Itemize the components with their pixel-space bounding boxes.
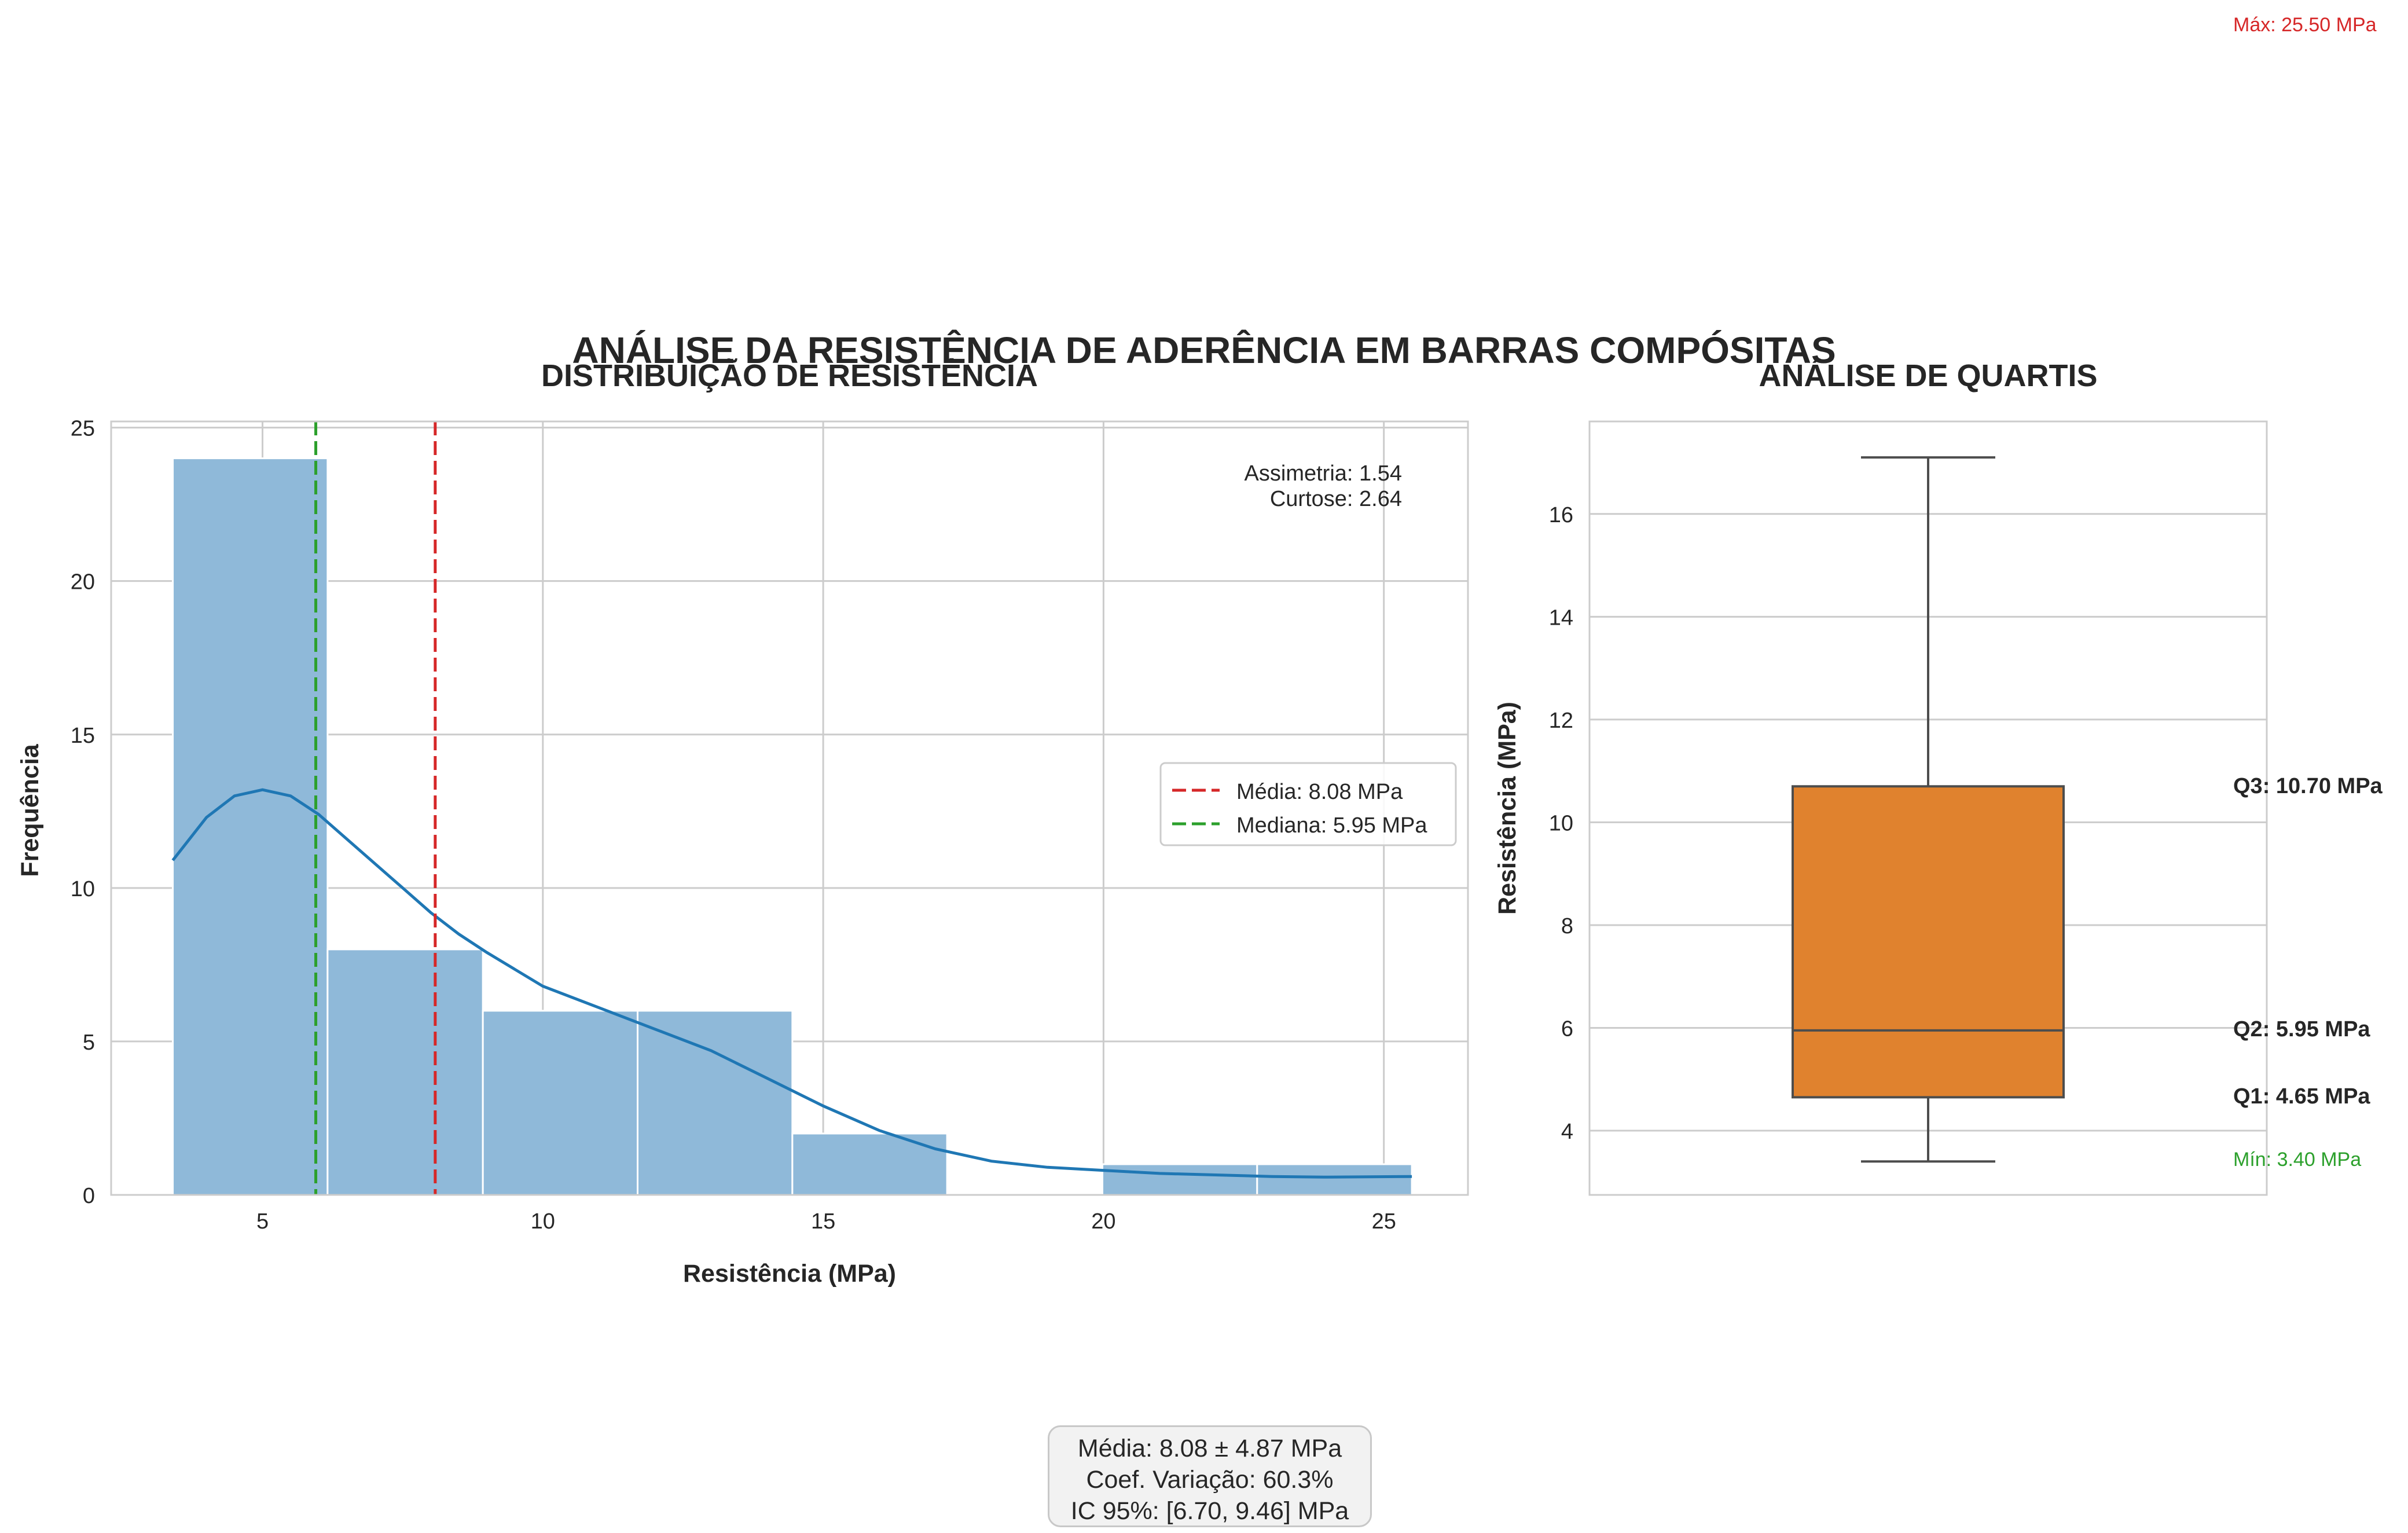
y-tick-label: 6 [1561, 1017, 1573, 1041]
x-tick-label: 20 [1091, 1209, 1115, 1234]
histogram-y-ticks: 0 5 10 15 20 25 [71, 417, 95, 1208]
mean-std-text: Média: 8.08 ± 4.87 MPa [1077, 1435, 1342, 1462]
q3-annotation: Q3: 10.70 MPa [2233, 774, 2383, 798]
histogram-bar [172, 457, 329, 1196]
boxplot-y-ticks: 4 6 8 10 12 14 16 [1549, 503, 1573, 1144]
histogram-bar [482, 1010, 639, 1196]
histogram-chart: 5 10 15 20 25 0 5 10 15 20 25 DISTRIBUIÇÃO DE RES… [16, 358, 1469, 1288]
y-tick-label: 0 [83, 1184, 95, 1208]
confidence-interval-text: IC 95%: [6.70, 9.46] MPa [1070, 1497, 1349, 1525]
interquartile-box [1792, 785, 2065, 1099]
min-annotation: Mín: 3.40 MPa [2233, 1149, 2361, 1171]
histogram-bar [791, 1132, 948, 1196]
histogram-x-ticks: 5 10 15 20 25 [256, 1209, 1396, 1234]
boxplot-y-label: Resistência (MPa) [1493, 702, 1521, 915]
q2-annotation: Q2: 5.95 MPa [2233, 1017, 2370, 1041]
histogram-bars [172, 457, 1413, 1196]
kurtosis-annotation: Curtose: 2.64 [1270, 487, 1402, 511]
x-tick-label: 5 [256, 1209, 269, 1234]
histogram-x-label: Resistência (MPa) [683, 1260, 896, 1288]
y-tick-label: 25 [71, 417, 95, 441]
boxplot-chart: 4 6 8 10 12 14 16 ANÁLISE DE QUARTIS Resistênc… [1493, 14, 2383, 1196]
histogram-frame [110, 420, 1469, 1196]
y-tick-label: 12 [1549, 709, 1573, 733]
y-tick-label: 15 [71, 724, 95, 748]
legend: Média: 8.08 MPa Mediana: 5.95 MPa [1159, 762, 1457, 846]
histogram-bar [326, 948, 484, 1196]
x-tick-label: 25 [1372, 1209, 1396, 1234]
boxplot-frame [1588, 420, 2268, 1196]
summary-stats-box: Média: 8.08 ± 4.87 MPa Coef. Variação: 6… [1048, 1425, 1372, 1527]
x-tick-label: 10 [531, 1209, 555, 1234]
kde-curve [171, 788, 1412, 1179]
histogram-y-label: Frequência [16, 743, 44, 876]
coef-variation-text: Coef. Variação: 60.3% [1086, 1466, 1334, 1494]
legend-mean-label: Média: 8.08 MPa [1236, 780, 1403, 804]
histogram-bar [1256, 1163, 1413, 1196]
y-tick-label: 4 [1561, 1120, 1573, 1144]
boxplot-title: ANÁLISE DE QUARTIS [1759, 358, 2097, 393]
max-annotation: Máx: 25.50 MPa [2233, 14, 2377, 36]
histogram-title: DISTRIBUIÇÃO DE RESISTÊNCIA [541, 358, 1038, 393]
y-tick-label: 10 [71, 877, 95, 901]
y-tick-label: 8 [1561, 914, 1573, 938]
histogram-grid [111, 421, 1468, 1196]
y-tick-label: 20 [71, 570, 95, 595]
y-tick-label: 5 [83, 1030, 95, 1055]
q1-annotation: Q1: 4.65 MPa [2233, 1084, 2370, 1109]
legend-frame [1159, 762, 1457, 846]
histogram-bar [1101, 1163, 1258, 1196]
legend-median-label: Mediana: 5.95 MPa [1236, 813, 1427, 838]
figure-title: ANÁLISE DA RESISTÊNCIA DE ADERÊNCIA EM B… [572, 329, 1836, 371]
skewness-annotation: Assimetria: 1.54 [1245, 461, 1402, 486]
y-tick-label: 16 [1549, 503, 1573, 527]
x-tick-label: 15 [811, 1209, 835, 1234]
y-tick-label: 14 [1549, 606, 1573, 630]
histogram-bar [637, 1010, 794, 1196]
y-tick-label: 10 [1549, 811, 1573, 835]
